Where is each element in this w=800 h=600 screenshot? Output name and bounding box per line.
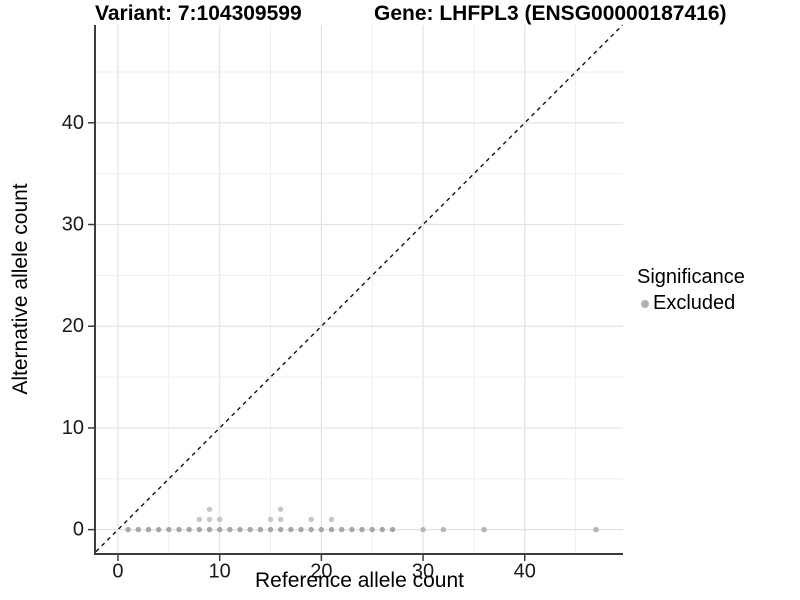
excluded-point-icon: [640, 299, 649, 308]
y-axis-label: Alternative allele count: [9, 183, 32, 395]
x-tick-label: 30: [412, 561, 434, 583]
data-point: [318, 526, 325, 533]
data-point: [308, 526, 314, 533]
data-point: [145, 526, 152, 533]
y-tick-label: 0: [73, 519, 84, 541]
data-point: [267, 516, 274, 523]
data-point: [216, 516, 223, 523]
identity-line: [95, 24, 624, 553]
data-point: [257, 526, 264, 533]
data-point: [206, 506, 213, 512]
x-tick-label: 40: [514, 561, 536, 583]
data-point: [135, 526, 142, 533]
data-point: [277, 516, 284, 523]
legend-item-label: Excluded: [653, 292, 736, 314]
legend: Significance Excluded: [636, 266, 745, 315]
legend-key: [636, 294, 653, 314]
data-point: [166, 526, 172, 533]
data-point: [155, 526, 162, 533]
data-point: [196, 516, 203, 523]
data-point: [593, 526, 599, 533]
data-point: [328, 516, 335, 523]
legend-title: Significance: [637, 266, 745, 288]
data-point: [277, 526, 284, 533]
data-point: [369, 526, 375, 533]
gene-title: Gene: LHFPL3 (ENSG00000187416): [374, 2, 727, 25]
data-point: [267, 526, 274, 533]
x-tick-label: 20: [310, 561, 332, 583]
data-point: [328, 526, 335, 533]
data-point: [206, 516, 213, 523]
x-tick-label: 0: [112, 561, 123, 583]
y-tick-label: 30: [62, 214, 84, 236]
data-point: [247, 526, 253, 533]
data-point: [481, 526, 487, 533]
data-point: [186, 526, 192, 533]
variant-title: Variant: 7:104309599: [95, 2, 302, 25]
y-tick-label: 40: [62, 112, 84, 134]
data-point: [298, 526, 304, 533]
data-point: [216, 526, 223, 533]
data-point: [277, 506, 284, 512]
y-tick-label: 20: [62, 315, 84, 337]
data-point: [440, 526, 447, 533]
data-point: [206, 526, 213, 533]
data-point: [227, 526, 233, 533]
x-axis-label: Reference allele count: [255, 569, 464, 592]
data-point: [349, 526, 355, 533]
data-point: [389, 526, 396, 533]
data-point: [420, 526, 426, 533]
data-point: [359, 526, 365, 533]
data-point: [176, 526, 182, 533]
y-tick-label: 10: [62, 417, 84, 439]
data-point: [308, 516, 314, 523]
legend-item-excluded: Excluded: [636, 292, 745, 315]
data-point: [339, 526, 345, 533]
data-point: [237, 526, 243, 533]
data-point: [196, 526, 203, 533]
x-tick-label: 10: [209, 561, 231, 583]
data-point: [379, 526, 386, 533]
data-point: [125, 526, 131, 533]
data-point: [288, 526, 294, 533]
